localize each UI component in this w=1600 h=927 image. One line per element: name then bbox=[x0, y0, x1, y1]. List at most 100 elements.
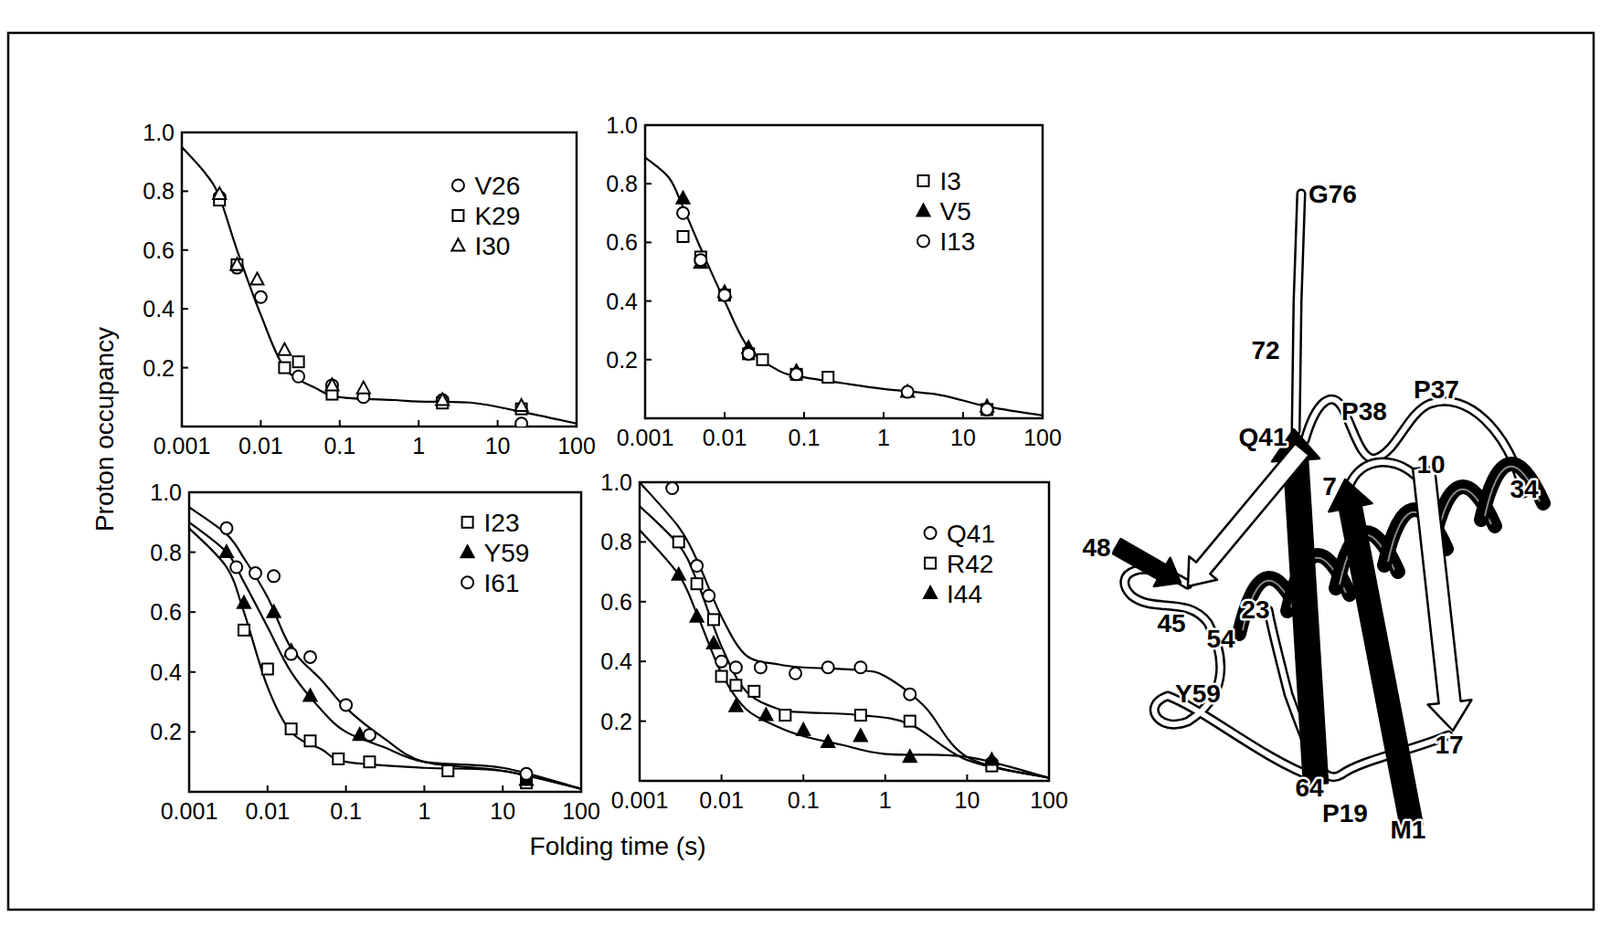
data-point bbox=[357, 381, 371, 394]
data-point bbox=[748, 686, 760, 698]
data-point bbox=[690, 560, 703, 573]
data-point bbox=[715, 656, 728, 668]
legend-marker bbox=[461, 576, 474, 589]
legend-marker bbox=[461, 545, 475, 558]
loop bbox=[1346, 462, 1415, 494]
legend-marker bbox=[924, 558, 936, 570]
data-point bbox=[220, 545, 234, 558]
y-tick-label: 0.4 bbox=[605, 288, 638, 315]
y-tick-label: 0.4 bbox=[149, 659, 182, 686]
data-point bbox=[250, 273, 264, 286]
data-point bbox=[220, 522, 233, 535]
data-point bbox=[677, 207, 689, 220]
data-point bbox=[267, 605, 281, 618]
legend: I23Y59I61 bbox=[461, 508, 530, 598]
data-point bbox=[900, 385, 914, 398]
x-tick-label: 0.001 bbox=[616, 424, 675, 451]
x-tick-label: 100 bbox=[1029, 787, 1069, 814]
y-tick-label: 0.2 bbox=[600, 709, 633, 735]
data-point bbox=[789, 667, 802, 680]
data-point bbox=[791, 369, 803, 381]
data-point bbox=[230, 257, 244, 270]
panel: 0.0010.010.11101000.20.40.60.81.0V26K29I… bbox=[142, 119, 596, 459]
panel: 0.0010.010.11101000.20.40.60.81.0I23Y59I… bbox=[149, 479, 601, 825]
data-point bbox=[742, 348, 754, 360]
fit-curve bbox=[189, 522, 582, 790]
residue-label: 54 bbox=[1206, 625, 1236, 654]
residue-label: M1 bbox=[1390, 815, 1427, 845]
legend-marker bbox=[462, 517, 474, 529]
data-point bbox=[278, 362, 290, 374]
data-point bbox=[520, 768, 533, 781]
loop-outline bbox=[1346, 462, 1415, 494]
y-tick-label: 0.4 bbox=[600, 648, 633, 675]
data-point bbox=[267, 570, 280, 583]
plot-frame bbox=[189, 492, 582, 793]
panel: 0.0010.010.11101000.20.40.60.81.0I3V5I13 bbox=[605, 112, 1062, 451]
data-point bbox=[677, 191, 690, 204]
panel: 0.0010.010.11101000.20.40.60.81.0Q41R42I… bbox=[600, 469, 1069, 814]
fit-curve bbox=[645, 157, 1043, 415]
data-point bbox=[672, 568, 686, 581]
legend-label: R42 bbox=[946, 550, 994, 579]
data-point bbox=[303, 689, 317, 702]
data-point bbox=[754, 661, 767, 674]
fit-curve bbox=[189, 528, 582, 789]
x-tick-label: 0.1 bbox=[787, 787, 820, 814]
data-point bbox=[666, 482, 679, 495]
beta-strand bbox=[1412, 466, 1472, 732]
y-tick-label: 0.8 bbox=[600, 529, 633, 555]
legend-label: I13 bbox=[940, 227, 976, 256]
legend-label: I44 bbox=[946, 580, 983, 609]
residue-label: 7 bbox=[1322, 472, 1337, 501]
x-tick-label: 0.001 bbox=[153, 433, 212, 459]
data-point bbox=[729, 699, 742, 712]
legend-marker bbox=[923, 586, 937, 599]
plot-area bbox=[639, 482, 1050, 779]
y-tick-label: 0.6 bbox=[605, 229, 638, 255]
data-point bbox=[854, 729, 868, 742]
plot-frame bbox=[645, 125, 1043, 419]
residue-label: 72 bbox=[1250, 336, 1280, 365]
data-point bbox=[719, 289, 731, 301]
data-point bbox=[673, 536, 685, 548]
residue-label: Q41 bbox=[1239, 423, 1288, 452]
data-point bbox=[249, 567, 262, 580]
legend-label: I30 bbox=[474, 232, 510, 261]
residue-label: 10 bbox=[1416, 450, 1445, 479]
legend-label: Q41 bbox=[946, 519, 996, 549]
data-point bbox=[719, 289, 732, 302]
legend-label: I23 bbox=[484, 508, 520, 538]
x-tick-label: 100 bbox=[557, 433, 596, 459]
loop-outline bbox=[1295, 193, 1302, 432]
legend-label: I3 bbox=[940, 167, 962, 196]
plot-area bbox=[189, 507, 582, 789]
plot-area bbox=[181, 147, 577, 427]
x-axis-title: Folding time (s) bbox=[529, 832, 707, 861]
residue-label: Y59 bbox=[1175, 679, 1221, 709]
data-point bbox=[694, 254, 707, 266]
y-tick-label: 0.8 bbox=[149, 540, 182, 566]
x-tick-label: 1 bbox=[879, 787, 892, 814]
data-point bbox=[821, 735, 835, 748]
data-point bbox=[904, 716, 916, 728]
y-tick-label: 1.0 bbox=[149, 479, 182, 506]
residue-label: 34 bbox=[1509, 475, 1539, 504]
residue-label: P38 bbox=[1341, 397, 1388, 426]
data-point bbox=[690, 610, 704, 623]
data-point bbox=[708, 614, 720, 626]
data-point bbox=[779, 709, 791, 721]
plot-frame bbox=[181, 132, 577, 427]
y-tick-label: 0.8 bbox=[142, 178, 175, 204]
y-axis-title: Proton occupancy bbox=[90, 327, 119, 532]
x-tick-label: 10 bbox=[953, 787, 980, 814]
x-tick-label: 1 bbox=[417, 798, 431, 825]
data-point bbox=[790, 368, 803, 381]
data-point bbox=[304, 651, 317, 664]
data-point bbox=[903, 750, 917, 763]
x-tick-label: 1 bbox=[877, 424, 891, 451]
data-point bbox=[277, 343, 291, 356]
data-point bbox=[707, 636, 721, 649]
y-tick-label: 0.2 bbox=[149, 719, 182, 745]
plot-area bbox=[645, 157, 1043, 416]
